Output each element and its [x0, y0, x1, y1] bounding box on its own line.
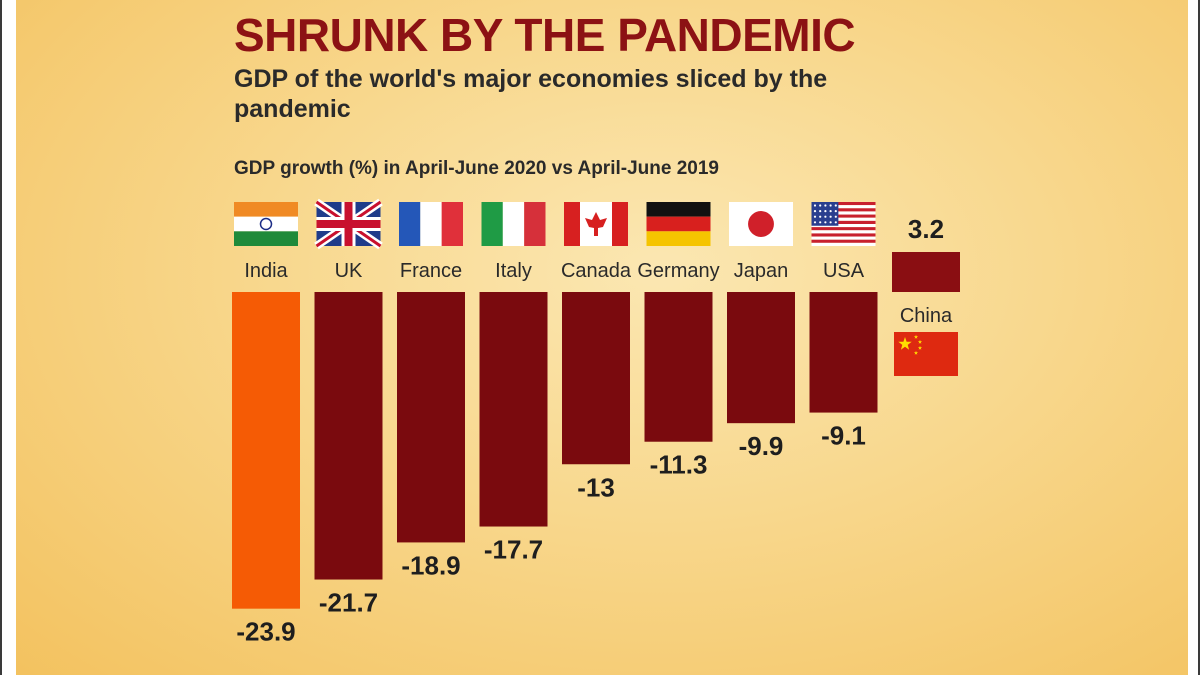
- country-label-usa: USA: [823, 260, 865, 282]
- bar-india: [232, 292, 300, 609]
- value-label-uk: -21.7: [319, 588, 378, 618]
- value-label-france: -18.9: [401, 550, 460, 580]
- bar-china: [892, 252, 960, 292]
- country-label-uk: UK: [335, 260, 363, 282]
- measure-label: GDP growth (%) in April-June 2020 vs Apr…: [234, 158, 719, 179]
- value-label-canada: -13: [577, 472, 615, 502]
- value-label-india: -23.9: [236, 617, 295, 647]
- gdp-bar-chart: India -23.9 UK -21.7 France -18.9 Italy -17.7 Ca…: [232, 198, 960, 647]
- bar-canada: [562, 292, 630, 465]
- france-flag-icon: [399, 202, 463, 246]
- country-label-canada: Canada: [561, 260, 632, 282]
- japan-flag-icon: [729, 202, 793, 246]
- chart-subtitle: GDP of the world's major economies slice…: [234, 65, 828, 123]
- country-label-germany: Germany: [637, 260, 719, 282]
- value-label-usa: -9.1: [821, 421, 866, 451]
- canada-flag-icon: [564, 202, 628, 246]
- country-label-japan: Japan: [734, 260, 789, 282]
- infographic-poster: SHRUNK BY THE PANDEMIC GDP of the world'…: [16, 0, 1188, 675]
- germany-flag-icon: [646, 202, 711, 246]
- bar-uk: [314, 292, 383, 580]
- bar-usa: [809, 292, 878, 413]
- italy-flag-icon: [481, 202, 546, 246]
- country-label-india: India: [244, 260, 288, 282]
- value-label-china: 3.2: [908, 214, 944, 244]
- uk-flag-icon: [314, 198, 383, 250]
- bar-germany: [644, 292, 713, 442]
- value-label-japan: -9.9: [739, 431, 784, 461]
- value-label-italy: -17.7: [484, 535, 543, 565]
- bar-japan: [727, 292, 795, 424]
- country-label-china: China: [900, 305, 953, 327]
- usa-flag-icon: [811, 202, 876, 246]
- value-label-germany: -11.3: [650, 450, 708, 480]
- chart-title: SHRUNK BY THE PANDEMIC: [234, 9, 856, 61]
- country-label-france: France: [400, 260, 462, 282]
- country-label-italy: Italy: [495, 260, 532, 282]
- china-flag-icon: [894, 332, 958, 376]
- bar-france: [397, 292, 465, 543]
- india-flag-icon: [234, 202, 298, 246]
- bar-italy: [479, 292, 548, 527]
